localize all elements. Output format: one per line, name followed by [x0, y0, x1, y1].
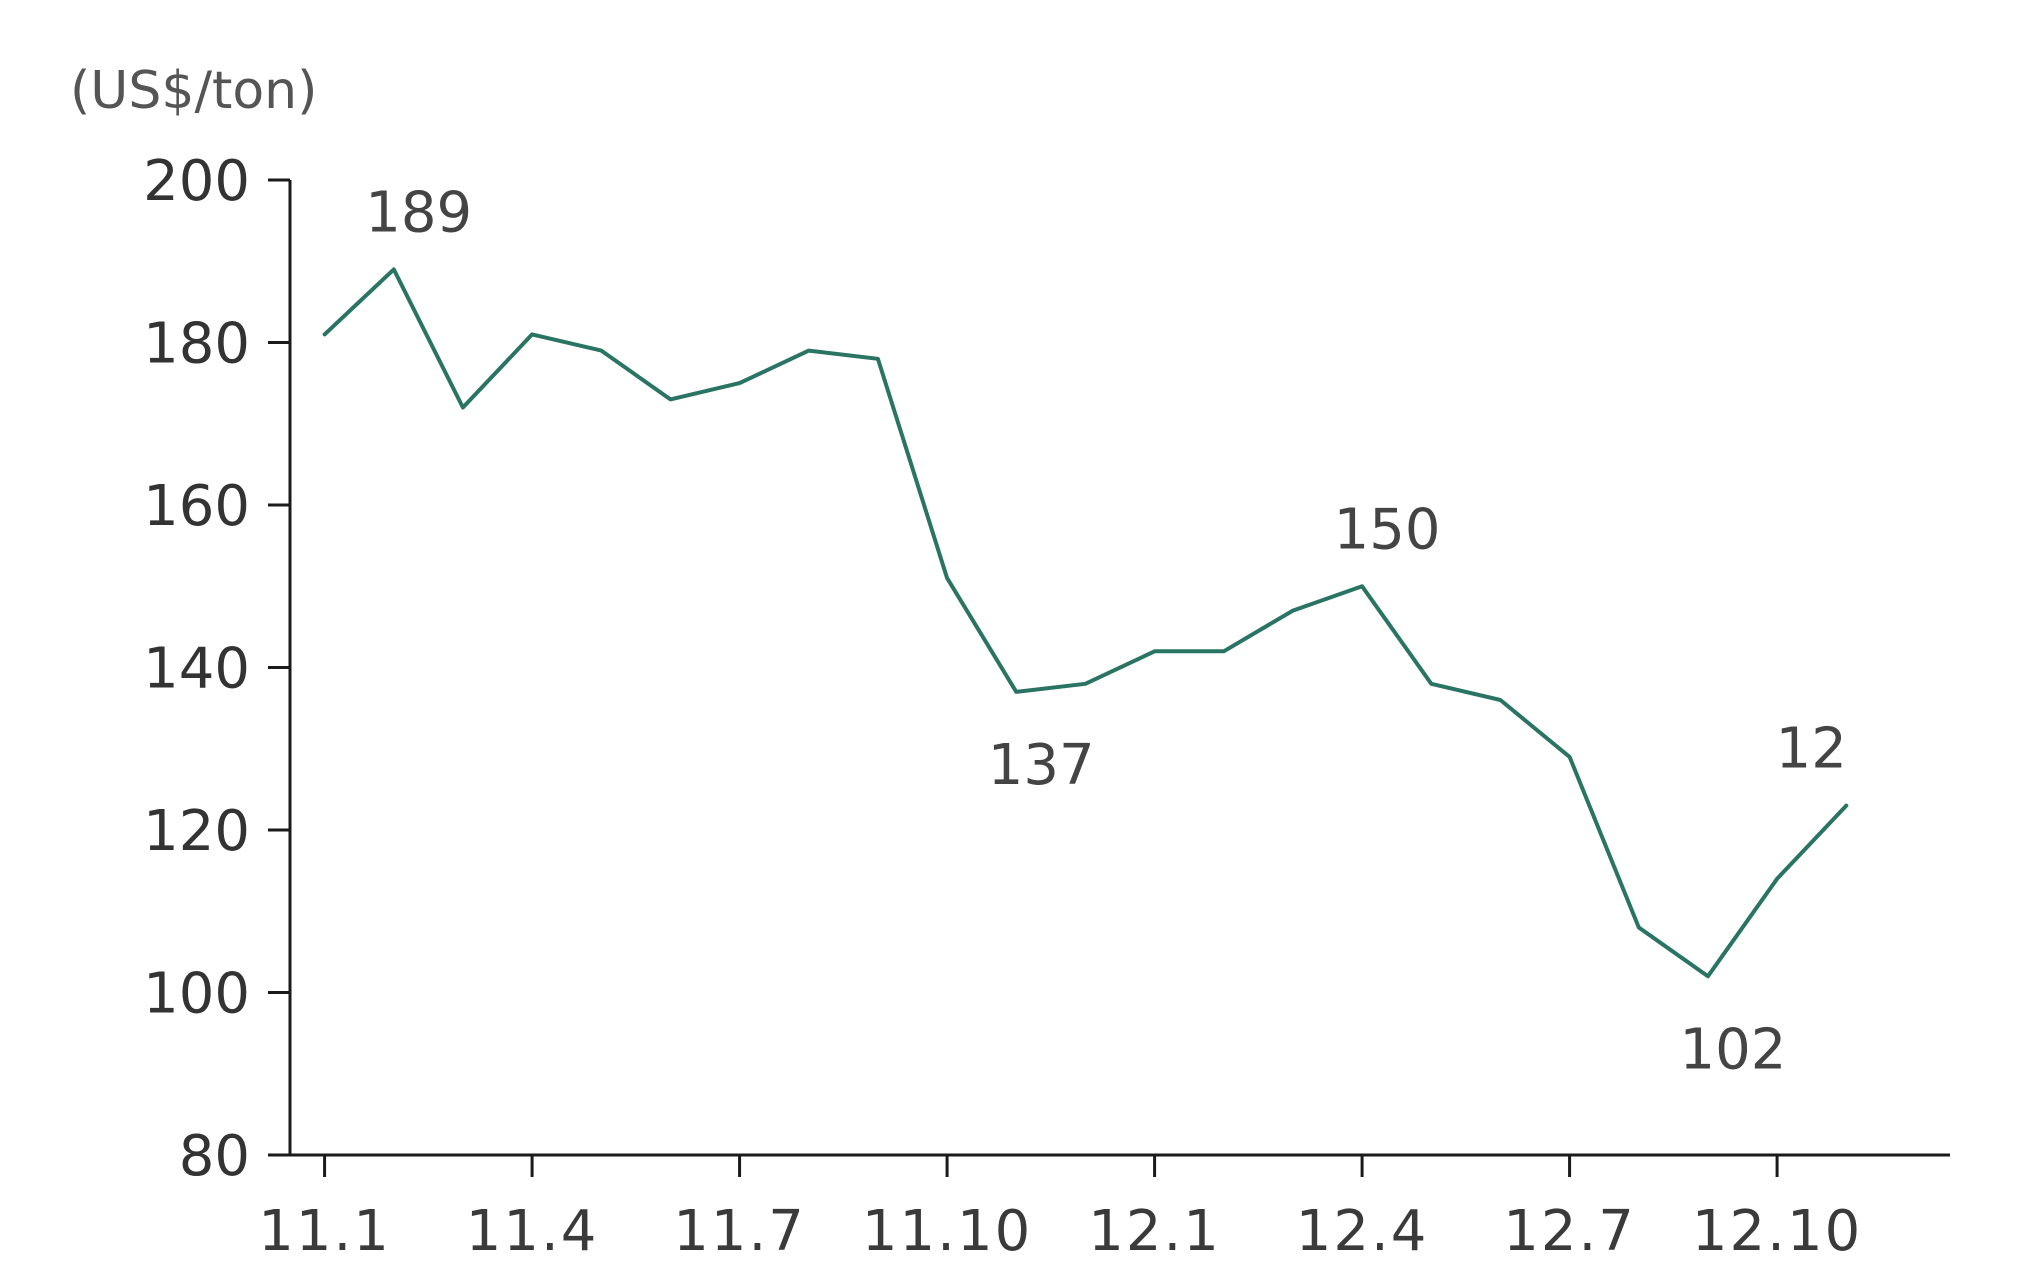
data-label: 137 [988, 733, 1095, 798]
x-tick-label: 11.10 [862, 1199, 1032, 1264]
y-tick-label: 160 [143, 474, 250, 539]
data-label: 189 [365, 180, 472, 245]
x-tick-label: 12.1 [1088, 1199, 1221, 1264]
x-tick-label: 12.7 [1503, 1199, 1636, 1264]
y-tick-label: 80 [179, 1124, 250, 1189]
x-tick-label: 11.1 [258, 1199, 391, 1264]
data-label: 102 [1679, 1017, 1786, 1082]
series-line [322, 267, 1849, 979]
data-label: 12 [1776, 717, 1847, 782]
y-tick-label: 140 [143, 637, 250, 702]
data-label: 150 [1334, 497, 1441, 562]
y-tick-label: 120 [143, 799, 250, 864]
y-tick-label: 100 [143, 962, 250, 1027]
x-tick-label: 11.7 [673, 1199, 806, 1264]
y-tick-label: 200 [143, 149, 250, 214]
annotations-group: 189 137 150 102 12 [365, 180, 1847, 1082]
y-tick-label: 180 [143, 312, 250, 377]
x-tick-label: 11.4 [466, 1199, 599, 1264]
y-axis-ticks: 80 100 120 140 160 180 200 [143, 149, 290, 1189]
y-axis-unit-label: (US$/ton) [70, 61, 317, 121]
x-tick-label: 12.10 [1692, 1199, 1862, 1264]
x-tick-label: 12.4 [1296, 1199, 1429, 1264]
x-axis-ticks: 11.1 11.4 11.7 11.10 12.1 12.4 12.7 12.10 [258, 1155, 1862, 1264]
series-group [322, 267, 1849, 979]
